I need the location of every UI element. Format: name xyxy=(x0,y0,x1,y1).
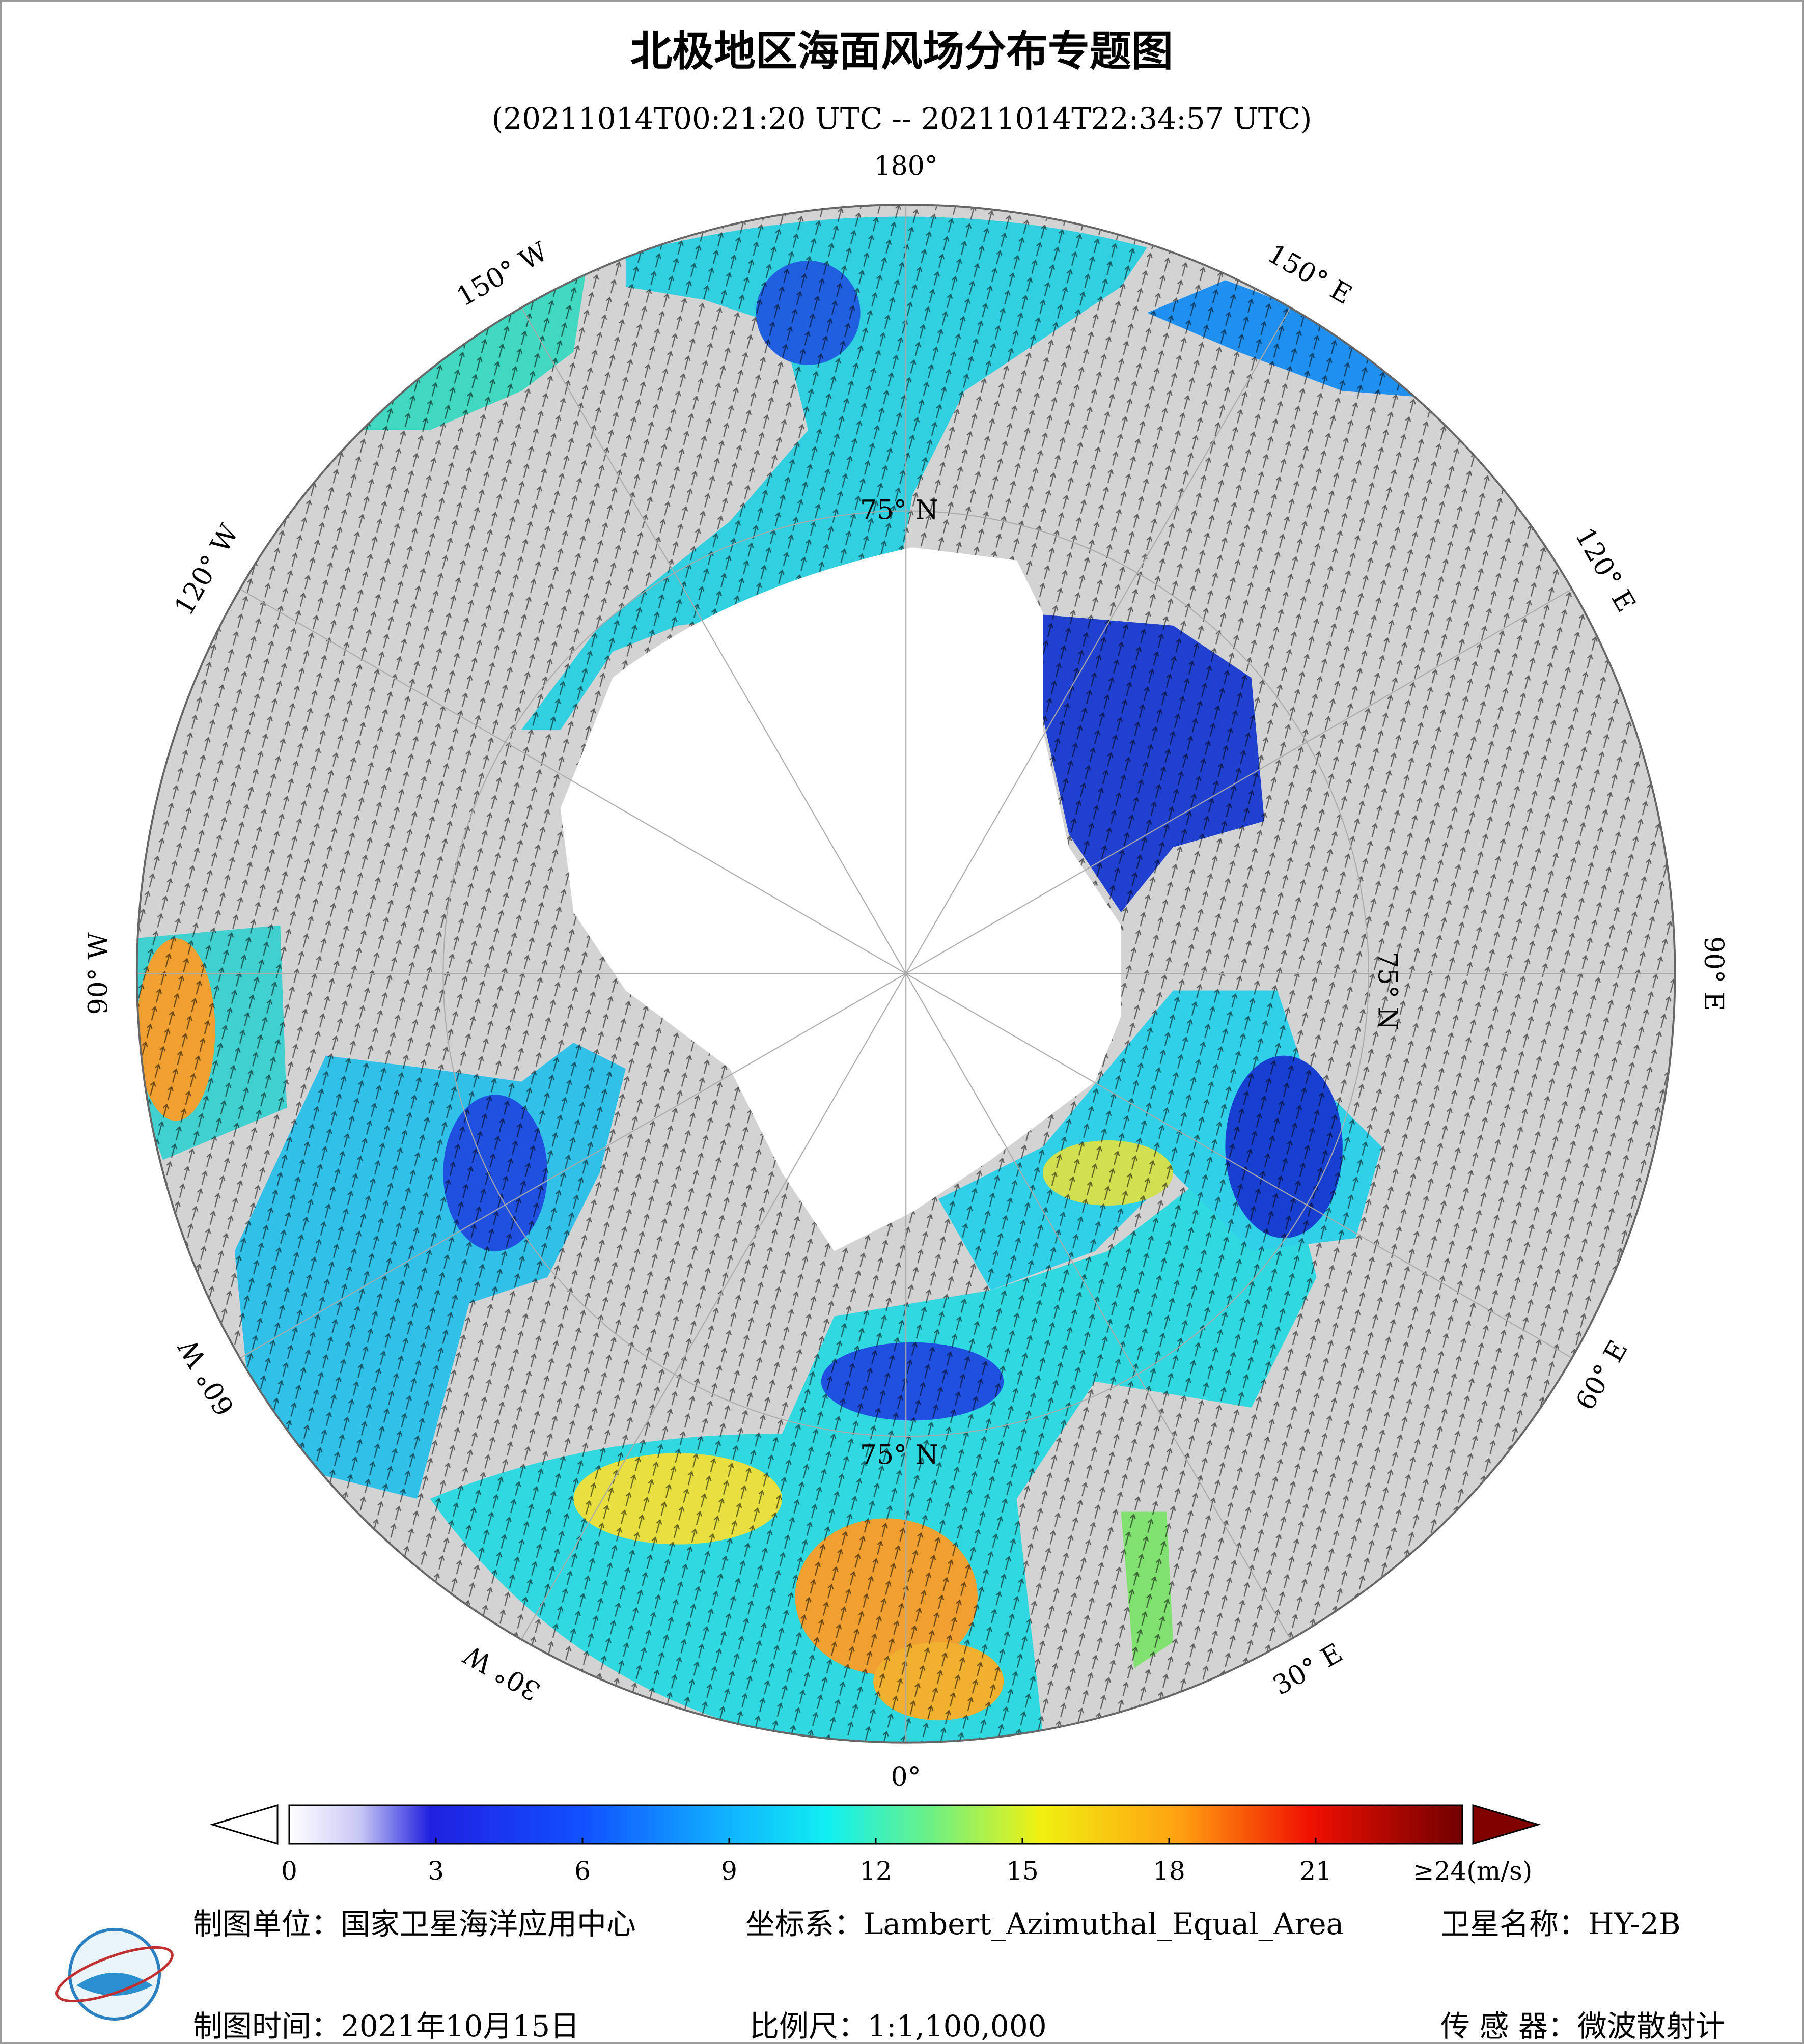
footer-satellite: 卫星名称：HY-2B xyxy=(1440,1907,1681,1941)
colorbar-tick-label: 6 xyxy=(574,1856,591,1886)
colorbar-tick-label: 21 xyxy=(1299,1856,1332,1886)
footer-sensor: 传 感 器：微波散射计 xyxy=(1440,2009,1725,2043)
footer-unit: 制图单位：国家卫星海洋应用中心 xyxy=(193,1907,636,1941)
longitude-label: 30° W xyxy=(459,1639,546,1706)
meridian xyxy=(905,973,1291,1640)
longitude-label: 30° E xyxy=(1268,1638,1348,1701)
meridian xyxy=(521,307,907,974)
colorbar-tick-label: 12 xyxy=(859,1856,892,1886)
subtitle: (20211014T00:21:20 UTC -- 20211014T22:34… xyxy=(492,101,1312,136)
colorbar-tick-label: 3 xyxy=(428,1856,444,1886)
latitude-label: 75° N xyxy=(860,495,938,526)
colorbar-tick-label: 0 xyxy=(281,1856,297,1886)
meridian xyxy=(905,307,1291,974)
title: 北极地区海面风场分布专题图 xyxy=(630,26,1173,75)
colorbar-tick-label: 15 xyxy=(1006,1856,1039,1886)
colorbar-tick-label: 18 xyxy=(1153,1856,1185,1886)
footer-date: 制图时间：2021年10月15日 xyxy=(193,2009,579,2043)
colorbar-tick-label: ≥24(m/s) xyxy=(1413,1856,1532,1886)
meridian xyxy=(905,589,1572,974)
colorbar-tick-label: 9 xyxy=(721,1856,737,1886)
longitude-label: 0° xyxy=(891,1762,921,1793)
colorbar-low-extend xyxy=(209,1804,279,1845)
logo xyxy=(55,1928,174,2021)
meridian xyxy=(521,973,907,1640)
polar-map xyxy=(135,203,1676,1744)
meridian xyxy=(239,973,906,1359)
meridian xyxy=(905,973,1572,1359)
graticule xyxy=(136,204,1675,1743)
colorbar-high-extend xyxy=(1472,1804,1541,1845)
footer-coordinate-system: 坐标系：Lambert_Azimuthal_Equal_Area xyxy=(745,1907,1344,1941)
colorbar xyxy=(288,1804,1463,1845)
latitude-label: 75° N xyxy=(1372,951,1403,1030)
sea-ice xyxy=(560,547,1121,1251)
longitude-label: 90° E xyxy=(1698,936,1729,1011)
meridian xyxy=(239,589,906,974)
footer-scale: 比例尺：1:1,100,000 xyxy=(750,2009,1047,2043)
longitude-label: 60° E xyxy=(1570,1335,1634,1415)
longitude-label: 90° W xyxy=(84,932,114,1015)
longitude-label: 60° W xyxy=(173,1333,240,1420)
latitude-label: 75° N xyxy=(860,1440,938,1471)
longitude-label: 180° xyxy=(874,151,938,182)
